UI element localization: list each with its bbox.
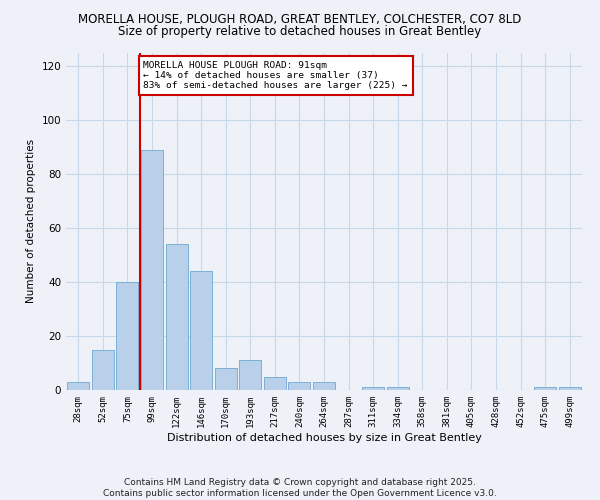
Bar bbox=[141, 150, 163, 390]
Bar bbox=[166, 244, 188, 390]
Bar bbox=[67, 382, 89, 390]
Text: MORELLA HOUSE PLOUGH ROAD: 91sqm
← 14% of detached houses are smaller (37)
83% o: MORELLA HOUSE PLOUGH ROAD: 91sqm ← 14% o… bbox=[143, 60, 408, 90]
Bar bbox=[313, 382, 335, 390]
Bar bbox=[264, 376, 286, 390]
Bar bbox=[215, 368, 237, 390]
Bar bbox=[362, 388, 384, 390]
Bar bbox=[534, 388, 556, 390]
Bar bbox=[559, 388, 581, 390]
Bar bbox=[92, 350, 114, 390]
Bar bbox=[239, 360, 262, 390]
Text: MORELLA HOUSE, PLOUGH ROAD, GREAT BENTLEY, COLCHESTER, CO7 8LD: MORELLA HOUSE, PLOUGH ROAD, GREAT BENTLE… bbox=[79, 12, 521, 26]
Bar bbox=[386, 388, 409, 390]
Bar bbox=[190, 271, 212, 390]
Text: Size of property relative to detached houses in Great Bentley: Size of property relative to detached ho… bbox=[118, 25, 482, 38]
Bar bbox=[289, 382, 310, 390]
Bar bbox=[116, 282, 139, 390]
Y-axis label: Number of detached properties: Number of detached properties bbox=[26, 139, 36, 304]
X-axis label: Distribution of detached houses by size in Great Bentley: Distribution of detached houses by size … bbox=[167, 432, 481, 442]
Text: Contains HM Land Registry data © Crown copyright and database right 2025.
Contai: Contains HM Land Registry data © Crown c… bbox=[103, 478, 497, 498]
